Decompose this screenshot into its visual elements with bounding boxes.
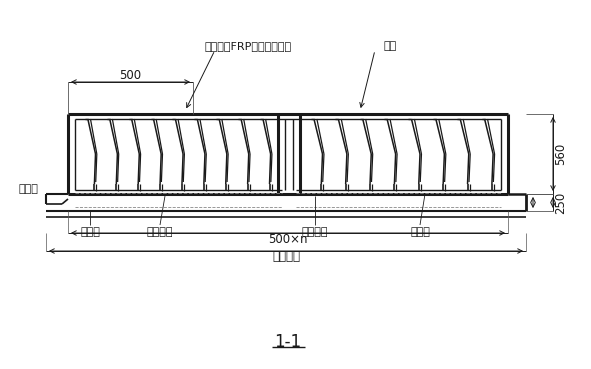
Text: 500: 500 xyxy=(119,69,142,82)
Text: 天窗基座: 天窗基座 xyxy=(147,227,173,237)
Text: 屋面板: 屋面板 xyxy=(80,227,100,237)
Text: 集水槽: 集水槽 xyxy=(410,227,430,237)
Text: 骨架: 骨架 xyxy=(384,41,397,51)
Text: 250: 250 xyxy=(554,192,567,214)
Text: 1-1: 1-1 xyxy=(274,333,301,351)
Text: 防雨板（FRP或彩色钉板）: 防雨板（FRP或彩色钉板） xyxy=(204,41,291,51)
Text: 电动阀板: 电动阀板 xyxy=(302,227,328,237)
Text: 560: 560 xyxy=(554,143,567,165)
Text: 洞口长度: 洞口长度 xyxy=(272,251,300,263)
Text: 泻水板: 泻水板 xyxy=(18,184,38,194)
Text: 500×n: 500×n xyxy=(268,232,308,245)
